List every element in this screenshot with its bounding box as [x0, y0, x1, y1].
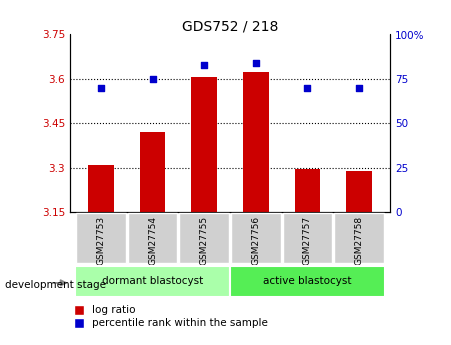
- Bar: [191, 77, 217, 212]
- Text: GSM27757: GSM27757: [303, 216, 312, 265]
- Point: [252, 60, 259, 66]
- Text: GSM27758: GSM27758: [354, 216, 364, 265]
- Bar: [346, 171, 372, 212]
- FancyBboxPatch shape: [230, 266, 385, 297]
- FancyBboxPatch shape: [179, 213, 229, 264]
- Legend: log ratio, percentile rank within the sample: log ratio, percentile rank within the sa…: [75, 305, 267, 328]
- FancyBboxPatch shape: [128, 213, 177, 264]
- Text: GSM27756: GSM27756: [251, 216, 260, 265]
- Text: GSM27753: GSM27753: [97, 216, 106, 265]
- Text: development stage: development stage: [5, 280, 106, 289]
- Point: [149, 76, 156, 82]
- FancyBboxPatch shape: [75, 266, 230, 297]
- Point: [355, 85, 363, 91]
- FancyBboxPatch shape: [76, 213, 126, 264]
- Point: [97, 85, 105, 91]
- Bar: [295, 169, 320, 212]
- Text: GSM27754: GSM27754: [148, 216, 157, 265]
- Point: [201, 62, 208, 68]
- Point: [304, 85, 311, 91]
- Title: GDS752 / 218: GDS752 / 218: [182, 19, 278, 33]
- Text: active blastocyst: active blastocyst: [263, 276, 352, 286]
- Text: dormant blastocyst: dormant blastocyst: [102, 276, 203, 286]
- Text: GSM27755: GSM27755: [200, 216, 209, 265]
- Bar: [140, 132, 166, 212]
- Bar: [88, 165, 114, 212]
- FancyBboxPatch shape: [334, 213, 384, 264]
- FancyBboxPatch shape: [231, 213, 281, 264]
- Bar: [243, 71, 269, 212]
- FancyBboxPatch shape: [283, 213, 332, 264]
